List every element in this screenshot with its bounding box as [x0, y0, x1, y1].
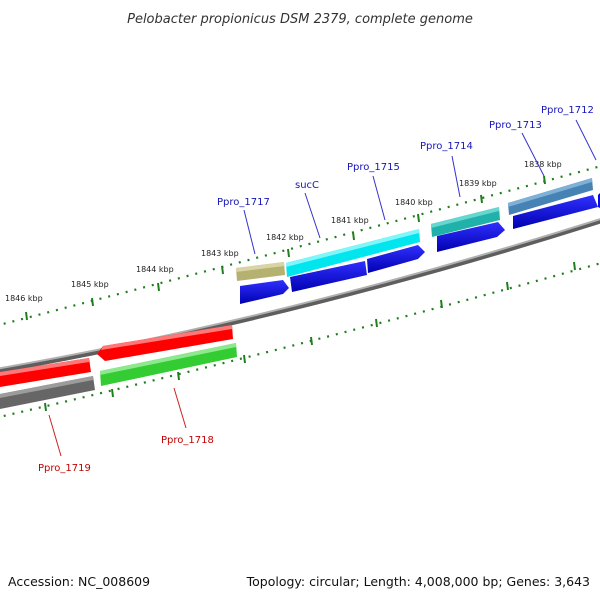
accession-text: Accession: NC_008609: [8, 574, 150, 589]
gene-ppro-1719-highlight: [0, 376, 93, 398]
cds-ppro-1715[interactable]: [367, 245, 425, 273]
major-ticks-outer: [25, 175, 546, 321]
kbp-label: 1845 kbp: [71, 280, 109, 289]
gene-labels: Ppro_1712 Ppro_1713 Ppro_1714 Ppro_1715 …: [38, 105, 594, 474]
gene-label-ppro-1713[interactable]: Ppro_1713: [489, 120, 542, 131]
gene-label-ppro-1717[interactable]: Ppro_1717: [217, 197, 270, 208]
gene-label-succ[interactable]: sucC: [295, 180, 319, 191]
gene-label-ppro-1712[interactable]: Ppro_1712: [541, 105, 594, 116]
gene-label-ppro-1719[interactable]: Ppro_1719: [38, 463, 91, 474]
cds-ppro-1714[interactable]: [437, 222, 505, 252]
gene-succ-highlight: [286, 229, 419, 267]
kbp-label: 1843 kbp: [201, 249, 239, 258]
kbp-label: 1841 kbp: [331, 216, 369, 225]
plus-strand-features: [236, 178, 600, 304]
kbp-label: 1839 kbp: [459, 179, 497, 188]
gene-ppro-1717-highlight: [236, 262, 284, 272]
kbp-label: 1840 kbp: [395, 198, 433, 207]
kbp-label: 1846 kbp: [5, 294, 43, 303]
leader-lines: [48, 119, 597, 457]
map-title: Pelobacter propionicus DSM 2379, complet…: [127, 12, 473, 27]
gene-ppro-1718-red-highlight: [101, 325, 232, 350]
cds-ppro-1717[interactable]: [240, 280, 289, 304]
gene-label-ppro-1715[interactable]: Ppro_1715: [347, 162, 400, 173]
genome-backbone: [0, 218, 600, 370]
gene-label-ppro-1714[interactable]: Ppro_1714: [420, 141, 473, 152]
kbp-label: 1838 kbp: [524, 160, 562, 169]
genome-backbone-shadow: [0, 218, 600, 373]
gene-ppro-1714-highlight: [431, 207, 499, 228]
minus-strand-features: [0, 325, 237, 409]
topology-summary: Topology: circular; Length: 4,008,000 bp…: [246, 574, 590, 589]
cds-ppro-1712[interactable]: [513, 195, 598, 229]
gene-ppro-1712-highlight: [508, 178, 592, 207]
kbp-label: 1842 kbp: [266, 233, 304, 242]
gene-ppro-1719-red-highlight: [0, 358, 89, 376]
gene-ppro-1719[interactable]: [0, 376, 95, 409]
cds-succ[interactable]: [290, 261, 367, 292]
kbp-label: 1844 kbp: [136, 265, 174, 274]
kbp-tick-labels: 1838 kbp 1839 kbp 1840 kbp 1841 kbp 1842…: [5, 160, 562, 303]
gene-label-ppro-1718[interactable]: Ppro_1718: [161, 435, 214, 446]
major-ticks-inner: [44, 261, 576, 412]
gene-ppro-1718-highlight: [100, 343, 236, 375]
